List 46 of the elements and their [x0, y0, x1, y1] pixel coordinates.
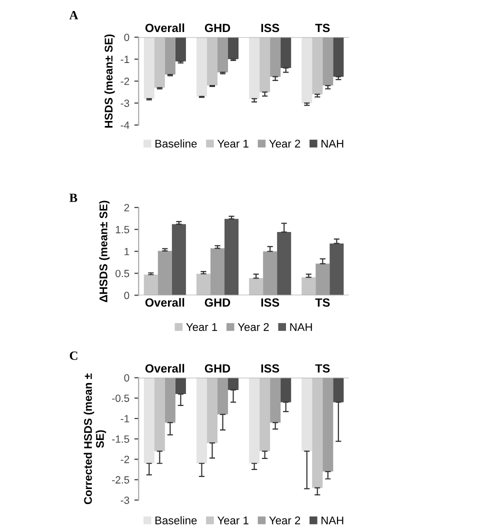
chart-title: B [69, 194, 78, 202]
x-tick-label: Overall [145, 23, 184, 32]
legend-label: Year 1 [217, 140, 248, 148]
chart-title: C [70, 351, 78, 360]
y-tick-label: 2 [124, 204, 130, 212]
legend-label: Year 1 [217, 516, 248, 524]
y-tick-label: -1 [120, 56, 130, 63]
x-tick-label: TS [315, 364, 330, 373]
y-tick-label: -2 [120, 456, 130, 464]
y-axis-title: ΔHSDS (mean± SE) [99, 200, 110, 302]
x-tick-label: GHD [204, 24, 230, 32]
y-tick-label: -3 [120, 496, 130, 504]
y-tick-label: 0 [124, 374, 130, 382]
y-tick-label: -4 [120, 122, 130, 129]
legend-label: NAH [322, 140, 344, 148]
y-tick-label: 0.5 [116, 270, 130, 278]
y-tick-label: -1.5 [112, 436, 130, 443]
legend-label: NAH [290, 323, 312, 331]
legend-label: Year 2 [269, 516, 300, 524]
y-axis-title: Corrected HSDS (mean ± SE) [84, 373, 106, 504]
legend-label: Year 2 [269, 140, 300, 148]
legend-label: Year 2 [238, 323, 269, 331]
legend-label: NAH [322, 516, 344, 524]
y-tick-label: 1.5 [116, 226, 130, 234]
x-tick-label: GHD [204, 364, 230, 373]
y-tick-label: -0.5 [112, 394, 130, 402]
x-tick-label: TS [315, 298, 330, 307]
x-tick-label: Overall [145, 364, 184, 373]
legend-label: Year 1 [186, 323, 218, 331]
y-axis-title: HSDS (mean± SE) [104, 34, 115, 128]
x-tick-label: GHD [204, 298, 230, 307]
x-tick-label: ISS [261, 364, 280, 373]
x-tick-label: ISS [261, 298, 280, 307]
x-tick-label: TS [315, 24, 330, 32]
legend-label: Baseline [155, 516, 197, 524]
y-tick-label: -2.5 [112, 476, 130, 484]
x-tick-label: Overall [145, 298, 184, 307]
y-tick-label: 0 [124, 292, 130, 300]
y-tick-label: 0 [124, 34, 130, 42]
y-tick-label: -2 [120, 78, 130, 85]
x-tick-label: ISS [261, 24, 280, 32]
legend-label: Baseline [155, 139, 197, 148]
y-tick-label: 1 [124, 248, 130, 256]
chart-title: A [69, 11, 78, 20]
y-tick-label: -1 [120, 415, 130, 422]
y-tick-label: -3 [120, 100, 130, 107]
